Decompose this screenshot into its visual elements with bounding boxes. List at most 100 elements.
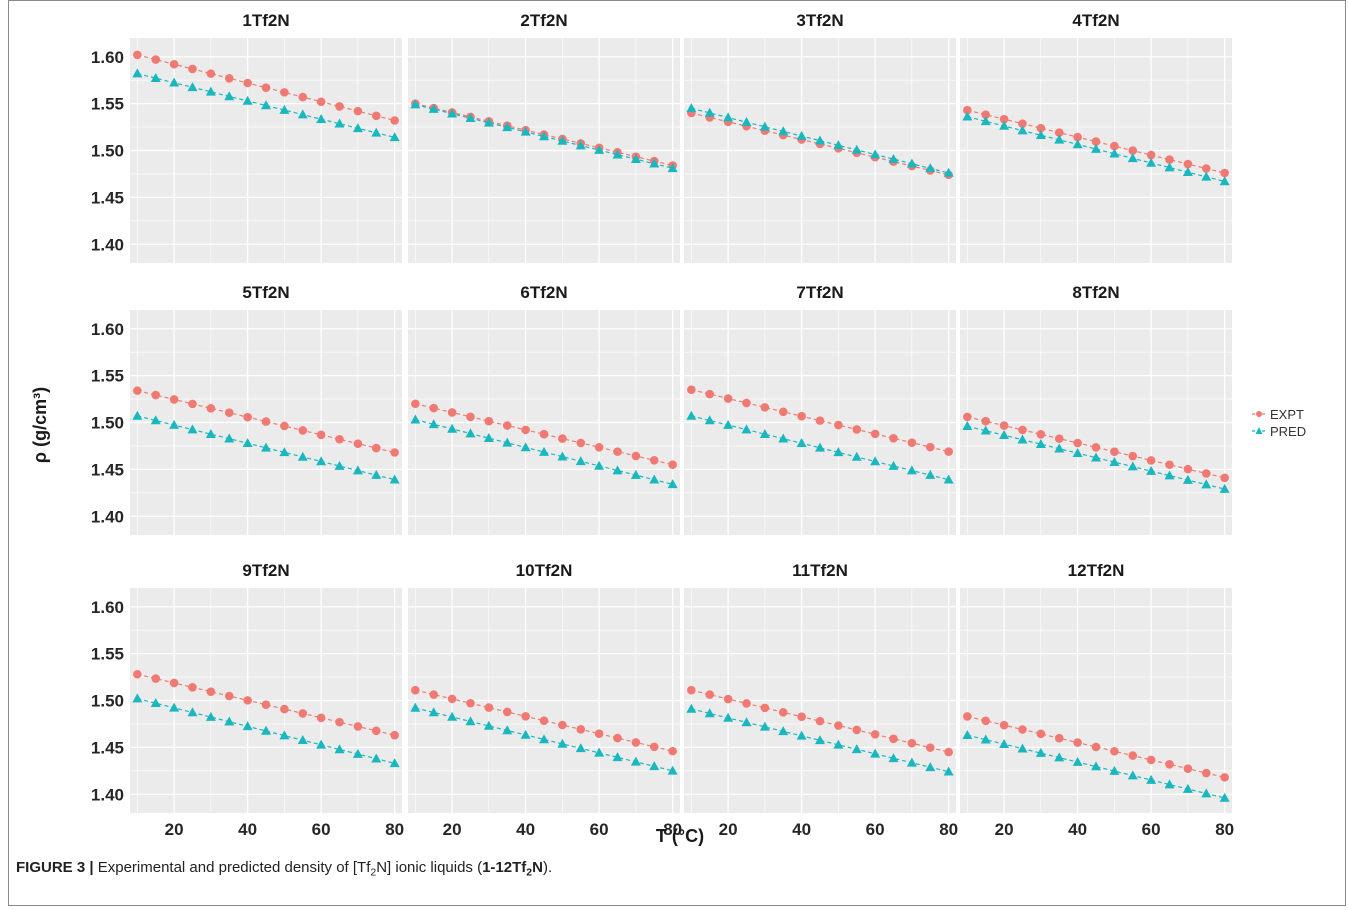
y-tick-label: 1.50 bbox=[91, 414, 124, 433]
panel-1-pred-point bbox=[261, 100, 271, 110]
panel-12-expt-point bbox=[1018, 725, 1027, 734]
panel-8-expt-point bbox=[1073, 438, 1082, 448]
panel-11-pred-point bbox=[851, 744, 862, 754]
panel-4-pred-point bbox=[999, 120, 1010, 130]
panel-1-expt-point bbox=[335, 102, 344, 111]
panel-3-pred-point bbox=[851, 144, 862, 154]
faceted-density-chart: 1Tf2N 1.40 1.45 1.50 1.55 1.60 2Tf2N 3Tf2N 4Tf2N… bbox=[30, 11, 1306, 846]
panel-12-pred-point bbox=[1054, 752, 1065, 762]
panel-3-pred-point bbox=[870, 149, 881, 159]
panel-9-pred-point bbox=[279, 730, 290, 740]
panel-2-pred-point bbox=[447, 108, 458, 118]
caption-sub-2: 2 bbox=[526, 866, 533, 879]
panel-3-pred-point bbox=[759, 121, 770, 131]
panel-1-expt-point bbox=[316, 97, 326, 107]
panel-10-expt-point bbox=[668, 746, 677, 756]
panel-5-title: 5Tf2N bbox=[242, 283, 289, 302]
panel-12-pred-point bbox=[1146, 774, 1157, 784]
panel-6-pred-trend-line bbox=[415, 419, 673, 485]
panel-6-expt-point bbox=[668, 460, 677, 469]
caption-label: FIGURE 3 | bbox=[16, 859, 94, 876]
caption-sub-1: 2 bbox=[370, 866, 377, 879]
panel-5-pred-point bbox=[187, 424, 198, 434]
panel-8-expt-point bbox=[1110, 447, 1119, 456]
panel-5-expt-point bbox=[169, 395, 179, 404]
panel-4-expt-point bbox=[1091, 137, 1101, 146]
panel-12-expt-point bbox=[963, 712, 972, 721]
panel-4-pred-trend-line bbox=[967, 116, 1225, 183]
panel-12-pred-point bbox=[962, 729, 973, 739]
panel-1-pred-point bbox=[150, 72, 161, 82]
panel-11-pred-point bbox=[704, 708, 715, 718]
panel-5-pred-point bbox=[334, 460, 345, 470]
panel-7-title: 7Tf2N bbox=[796, 283, 843, 302]
panel-12-expt-point bbox=[1183, 764, 1193, 773]
panel-8-expt-point bbox=[1183, 464, 1193, 474]
panel-8-pred-point bbox=[1219, 483, 1230, 493]
panel-10-expt-point bbox=[521, 712, 530, 721]
panel-11-pred-point bbox=[796, 730, 807, 740]
panel-6-pred-point bbox=[465, 428, 476, 438]
panel-3-title: 3Tf2N bbox=[796, 11, 843, 30]
panel-12-pred-point bbox=[1035, 747, 1046, 757]
panel-11-pred-point bbox=[759, 721, 770, 731]
y-tick-label: 1.60 bbox=[91, 598, 124, 617]
panel-12-pred-point bbox=[1219, 792, 1230, 802]
panel-10-pred-point bbox=[667, 765, 678, 775]
panel-5-expt-point bbox=[243, 412, 252, 422]
panel-1-expt-point bbox=[353, 106, 363, 116]
panel-6-pred-point bbox=[447, 423, 458, 433]
panel-7-expt-point bbox=[797, 411, 806, 421]
panel-5-pred-point bbox=[297, 451, 308, 461]
figure-frame bbox=[8, 0, 1346, 906]
panel-4-pred-point bbox=[1127, 153, 1138, 163]
panel-5-expt-point bbox=[353, 439, 363, 448]
panel-10-expt-point bbox=[649, 742, 659, 752]
panel-11-expt-point bbox=[944, 747, 953, 757]
panel-9-pred-point bbox=[371, 753, 382, 763]
panel-2-pred-trend-line bbox=[415, 103, 673, 169]
panel-6-pred-point bbox=[483, 432, 494, 442]
y-tick-label: 1.55 bbox=[91, 645, 124, 664]
panel-1-pred-point bbox=[242, 95, 253, 105]
panel-4-pred-point bbox=[1091, 143, 1101, 153]
panel-7-pred-point bbox=[870, 456, 881, 466]
panel-11-expt-point bbox=[687, 685, 696, 695]
panel-12-title: 12Tf2N bbox=[1068, 561, 1125, 580]
panel-9-pred-trend-line bbox=[137, 698, 395, 764]
panel-2-pred-point bbox=[594, 144, 605, 154]
panel-7-pred-point bbox=[833, 447, 844, 457]
panel-4-expt-point bbox=[1128, 146, 1138, 155]
panel-5-expt-point bbox=[133, 386, 142, 395]
panel-5-pred-point bbox=[279, 447, 290, 457]
panel-6-expt-point bbox=[539, 429, 549, 439]
panel-12-expt-point bbox=[1036, 729, 1046, 739]
panel-7-pred-point bbox=[796, 438, 807, 448]
panel-9-expt-point bbox=[390, 730, 399, 740]
panel-10-pred-point bbox=[447, 711, 458, 721]
panel-8-pred-point bbox=[1072, 447, 1083, 457]
panel-9-pred-point bbox=[261, 725, 271, 735]
panel-3-pred-point bbox=[723, 112, 734, 122]
panel-2-pred-point bbox=[557, 135, 568, 145]
panel-1-expt-point bbox=[243, 78, 252, 88]
panel-9-pred-point bbox=[352, 748, 363, 758]
panel-5-expt-point bbox=[261, 417, 271, 426]
panel-8-expt-point bbox=[1036, 429, 1046, 439]
panel-4-expt-point bbox=[1183, 159, 1193, 169]
panel-10-pred-point bbox=[594, 747, 605, 757]
panel-6-expt-point bbox=[429, 403, 439, 413]
y-tick-label: 1.45 bbox=[91, 460, 124, 479]
panel-11-pred-trend-line bbox=[691, 708, 949, 773]
x-tick-label: 80 bbox=[663, 820, 682, 839]
panel-5-pred-point bbox=[169, 419, 180, 429]
panel-10-title: 10Tf2N bbox=[516, 561, 573, 580]
panel-10-pred-point bbox=[502, 725, 513, 735]
panel-8-expt-point bbox=[981, 416, 991, 426]
panel-11-expt-point bbox=[742, 699, 751, 708]
panel-1-expt-point bbox=[188, 64, 197, 74]
panel-3-pred-point bbox=[888, 153, 899, 163]
panel-12-expt-point bbox=[1054, 733, 1064, 743]
panel-4-expt-point bbox=[1146, 150, 1156, 160]
panel-4-pred-point bbox=[1054, 134, 1065, 144]
